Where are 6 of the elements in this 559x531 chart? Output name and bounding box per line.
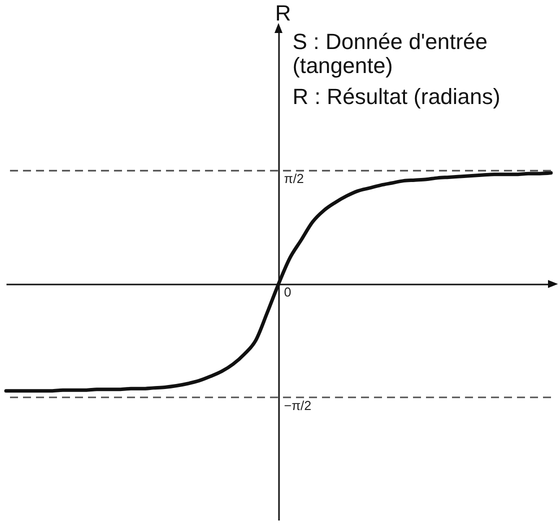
y-tick-label: −π/2 bbox=[284, 398, 312, 413]
annotation: R : Résultat (radians) bbox=[292, 84, 500, 109]
annotation: S : Donnée d'entrée (tangente) bbox=[292, 29, 488, 78]
y-tick-label: 0 bbox=[284, 284, 292, 300]
y-axis-title: R bbox=[275, 0, 291, 26]
y-tick-label: π/2 bbox=[284, 171, 304, 186]
